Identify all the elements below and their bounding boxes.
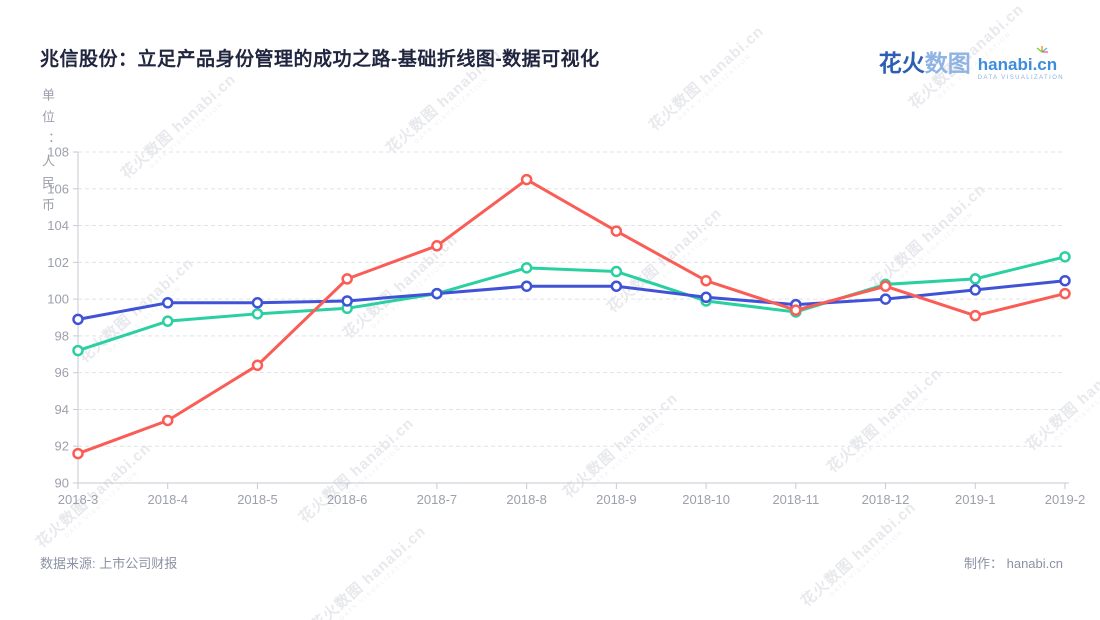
chart-title: 兆信股份：立足产品身份管理的成功之路-基础折线图-数据可视化 <box>40 49 600 70</box>
hanabi-logo-en: hanabi.cn DATA VISUALIZATION <box>977 46 1064 81</box>
svg-text:90: 90 <box>55 476 69 491</box>
svg-text:2018-3: 2018-3 <box>58 492 98 507</box>
svg-text:2018-12: 2018-12 <box>862 492 910 507</box>
firework-spark-icon <box>1036 46 1048 53</box>
svg-text:2018-8: 2018-8 <box>506 492 546 507</box>
svg-text:94: 94 <box>55 402 69 417</box>
svg-text:2018-6: 2018-6 <box>327 492 367 507</box>
svg-text:2019-2: 2019-2 <box>1045 492 1085 507</box>
hanabi-logo-part2: 数图 <box>924 50 971 76</box>
hanabi-logo-domain: hanabi.cn <box>977 55 1058 74</box>
svg-text:2018-5: 2018-5 <box>237 492 277 507</box>
svg-text:100: 100 <box>47 292 69 307</box>
credit-label: 制作： hanabi.cn <box>964 556 1063 571</box>
data-source-label: 数据来源: 上市公司财报 <box>40 556 178 571</box>
svg-text:2019-1: 2019-1 <box>955 492 995 507</box>
svg-text:2018-9: 2018-9 <box>596 492 636 507</box>
svg-text:104: 104 <box>47 218 69 233</box>
svg-text:2018-10: 2018-10 <box>682 492 730 507</box>
svg-text:106: 106 <box>47 181 69 196</box>
svg-text:98: 98 <box>55 328 69 343</box>
hanabi-logo-cn: 花火数图 <box>879 50 971 76</box>
svg-text:2018-11: 2018-11 <box>772 492 819 507</box>
hanabi-logo-tagline: DATA VISUALIZATION <box>977 75 1064 81</box>
hanabi-logo-part1: 花火 <box>878 50 925 76</box>
svg-text:102: 102 <box>47 255 69 270</box>
hanabi-logo: 花火数图 hanabi.cn DATA VISUALIZATION <box>879 46 1064 81</box>
y-axis-unit-label: 单位：人民币 <box>40 88 55 220</box>
svg-text:2018-7: 2018-7 <box>417 492 457 507</box>
svg-text:92: 92 <box>55 439 69 454</box>
svg-text:108: 108 <box>47 145 69 160</box>
svg-text:96: 96 <box>55 365 69 380</box>
svg-text:2018-4: 2018-4 <box>147 492 187 507</box>
